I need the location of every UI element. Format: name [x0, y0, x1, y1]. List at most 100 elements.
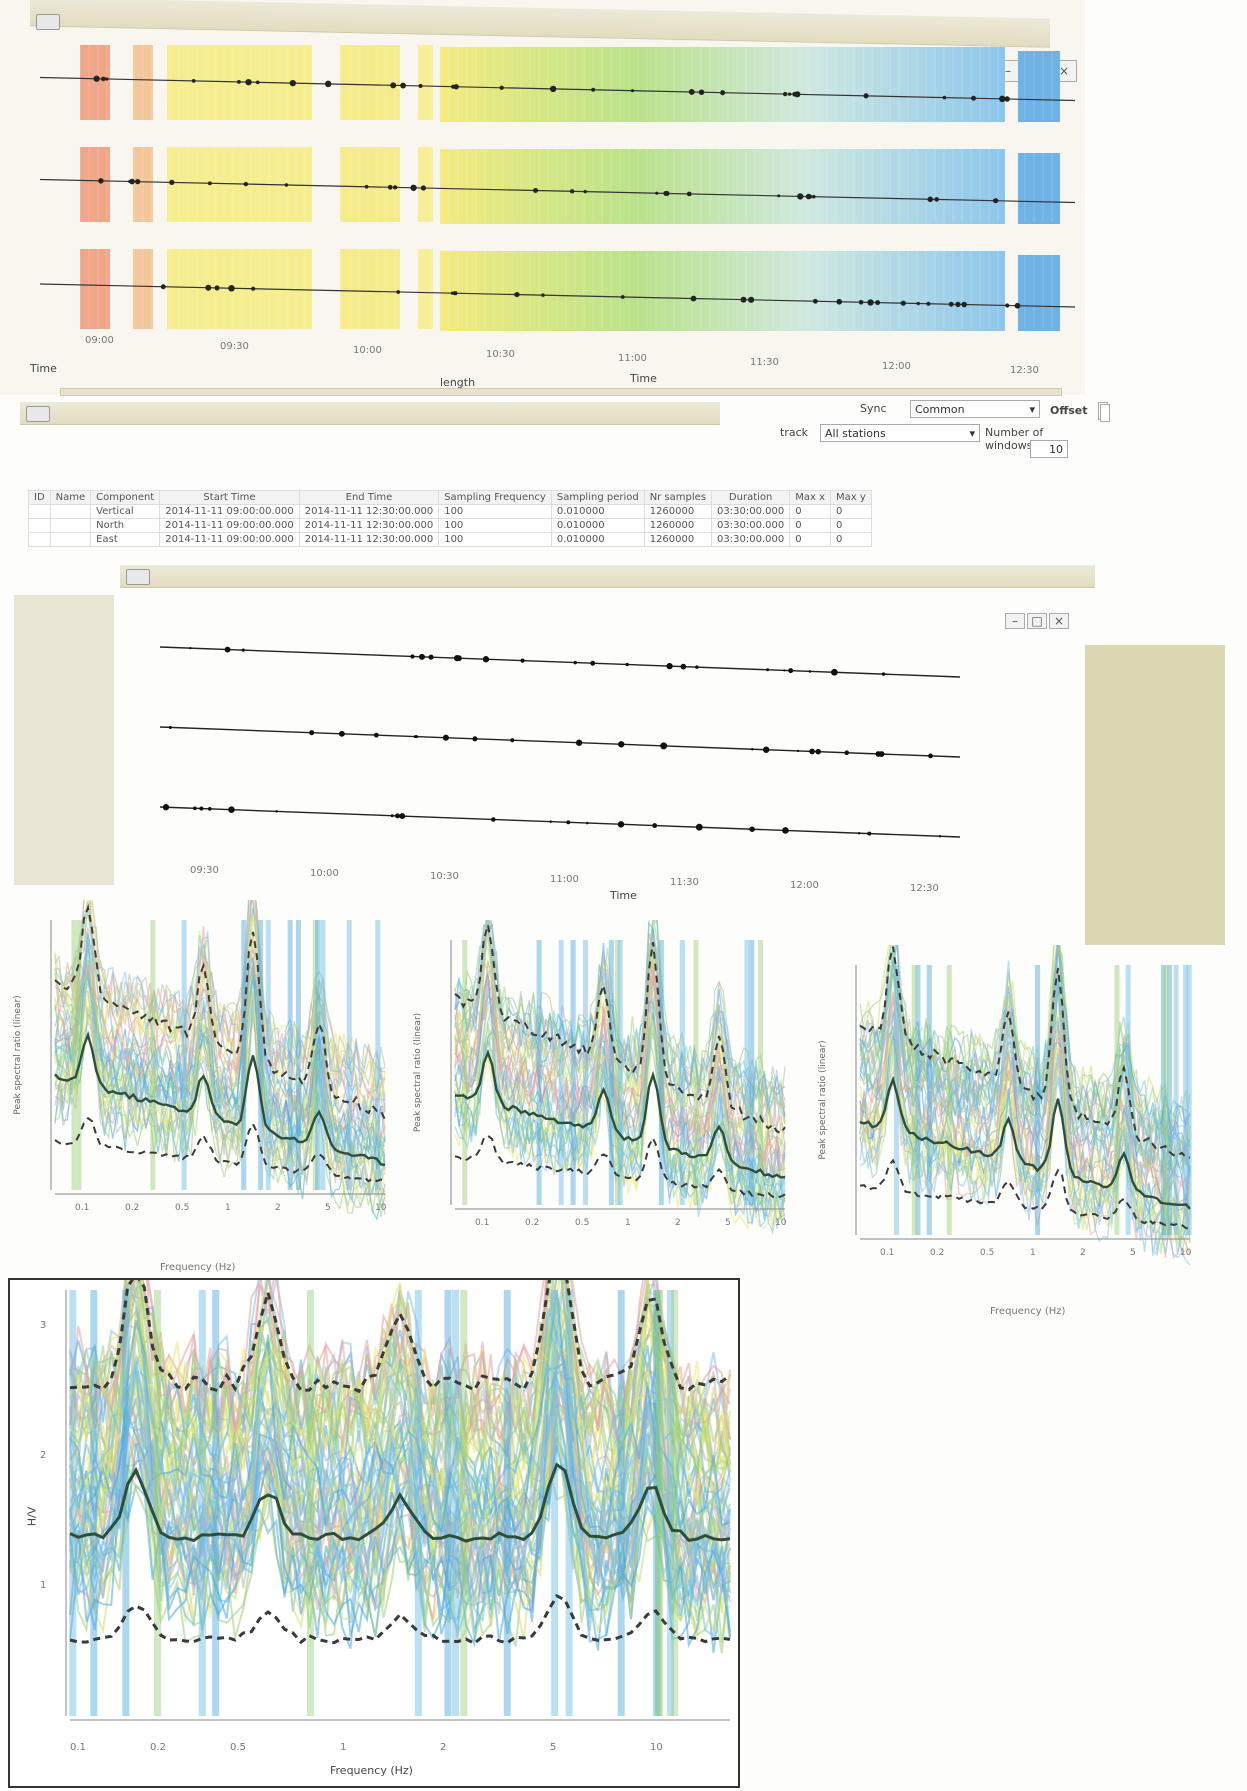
column-header[interactable]: Name — [49, 490, 92, 505]
waveform-event — [428, 654, 434, 660]
event-marker — [251, 286, 256, 291]
close-button[interactable]: × — [1049, 613, 1069, 629]
spectrogram-band — [80, 249, 110, 329]
x-tick: 0.2 — [525, 1218, 539, 1228]
event-marker — [1005, 303, 1010, 308]
x-tick: 09:30 — [190, 865, 219, 876]
waveform-event — [590, 660, 596, 666]
hv-lower-std-curve — [859, 1158, 1190, 1230]
hvsr-3-x-label: Frequency (Hz) — [990, 1306, 1066, 1317]
waveform-event — [938, 835, 942, 838]
event-marker — [191, 79, 196, 83]
x-tick: 10:00 — [310, 868, 339, 879]
minimize-button[interactable]: – — [1005, 613, 1025, 629]
event-marker — [549, 85, 557, 93]
sync-value: Common — [915, 402, 965, 416]
table-cell: Vertical — [90, 504, 161, 519]
event-marker — [452, 291, 456, 295]
time-slider[interactable] — [60, 388, 1062, 396]
event-marker — [999, 95, 1006, 103]
waveform-event — [410, 654, 415, 659]
window-menu-icon[interactable] — [36, 14, 60, 30]
table-cell: 100 — [438, 518, 552, 533]
offset-label: Offset — [1050, 404, 1088, 417]
column-header[interactable]: Max x — [789, 490, 832, 505]
num-windows-input[interactable]: 10 — [1030, 440, 1068, 458]
event-marker — [418, 83, 423, 89]
hvsr-panel-2[interactable]: Peak spectral ratio (linear) 0.1 0.2 0.5 1 2 5… — [410, 920, 805, 1295]
event-marker — [916, 301, 920, 306]
waveform-event — [275, 810, 278, 813]
event-marker — [207, 181, 212, 186]
waveform-event — [193, 806, 197, 811]
hv-upper-std-curve — [54, 904, 386, 1121]
waveform-event — [875, 751, 882, 757]
waveform-event — [399, 813, 406, 820]
x-tick: 11:30 — [750, 357, 779, 368]
table-row[interactable]: East 2014-11-11 09:00:00.000 2014-11-11 12… — [28, 532, 872, 547]
column-header[interactable]: Sampling period — [550, 490, 645, 505]
spectrogram-window: – □ × 09:00 09:30 10:00 10:30 11:00 11:3… — [0, 0, 1085, 396]
column-header[interactable]: Max y — [830, 490, 872, 505]
x-tick: 5 — [725, 1218, 731, 1228]
waveform-menu-icon[interactable] — [126, 569, 150, 585]
hv-window-curve — [454, 999, 786, 1207]
column-header[interactable]: Sampling Frequency — [438, 490, 552, 505]
column-header[interactable]: Nr samples — [643, 490, 713, 505]
hv-upper-std-curve — [859, 946, 1191, 1159]
column-header[interactable]: Duration — [711, 490, 791, 505]
hvsr-panel-1[interactable]: Peak spectral ratio (linear) 0.1 0.2 0.5 1 2 5… — [10, 900, 405, 1280]
table-row[interactable]: Vertical 2014-11-11 09:00:00.000 2014-11-1… — [28, 504, 872, 519]
column-header[interactable]: ID — [28, 490, 51, 505]
hv-window-curve — [859, 1035, 1191, 1226]
x-tick: 2 — [440, 1742, 447, 1753]
offset-select-visible[interactable] — [1100, 404, 1110, 422]
table-cell: North — [90, 518, 161, 533]
event-marker — [499, 85, 504, 90]
table-cell — [28, 518, 51, 533]
hv-window-curve — [454, 970, 786, 1179]
hv-window-curve — [454, 920, 786, 1137]
spectrogram-band — [340, 147, 400, 222]
sync-select[interactable]: Common ▾ — [910, 400, 1040, 418]
column-header[interactable]: End Time — [298, 490, 440, 505]
event-marker — [992, 198, 998, 203]
table-row[interactable]: North 2014-11-11 09:00:00.000 2014-11-11 1… — [28, 518, 872, 533]
spectrogram-plot[interactable] — [30, 40, 1085, 345]
table-cell: 0 — [830, 532, 872, 547]
waveform-event — [189, 646, 192, 650]
column-header[interactable]: Start Time — [159, 490, 300, 505]
x-tick: 0.1 — [70, 1742, 86, 1753]
hv-window-curve — [859, 945, 1191, 1135]
track-select[interactable]: All stations ▾ — [820, 424, 980, 442]
event-marker — [364, 184, 369, 189]
column-header[interactable]: Component — [90, 490, 161, 505]
maximize-button[interactable]: □ — [1027, 613, 1047, 629]
waveform-event — [241, 648, 245, 652]
spectrogram-band — [440, 251, 1005, 331]
waveform-event — [309, 730, 315, 736]
hv-window-curve — [69, 1442, 731, 1649]
x-tick: 10 — [1180, 1248, 1192, 1258]
spectrogram-band — [80, 45, 110, 120]
x-tick: 0.2 — [930, 1248, 944, 1258]
chevron-down-icon: ▾ — [969, 426, 975, 440]
waveform-plot[interactable] — [120, 625, 1080, 895]
event-marker — [255, 80, 260, 85]
waveform-event — [857, 831, 861, 835]
hv-window-curve — [454, 1018, 786, 1235]
event-marker — [324, 80, 332, 88]
event-marker — [805, 193, 812, 200]
hv-window-curve — [859, 966, 1191, 1169]
panel-menu-icon[interactable] — [26, 406, 50, 422]
event-marker — [394, 185, 398, 189]
waveform-event — [831, 668, 838, 676]
hv-window-curve — [859, 962, 1191, 1172]
hv-window-curve — [69, 1280, 731, 1475]
hvsr-panel-3[interactable]: Peak spectral ratio (linear) 0.1 0.2 0.5 1 2 5… — [815, 945, 1210, 1325]
waveform-event — [442, 734, 449, 741]
waveform-event — [788, 668, 794, 674]
hv-large-plot[interactable] — [10, 1280, 738, 1786]
event-marker — [942, 95, 947, 100]
hv-y-label: Peak spectral ratio (linear) — [413, 1013, 423, 1132]
